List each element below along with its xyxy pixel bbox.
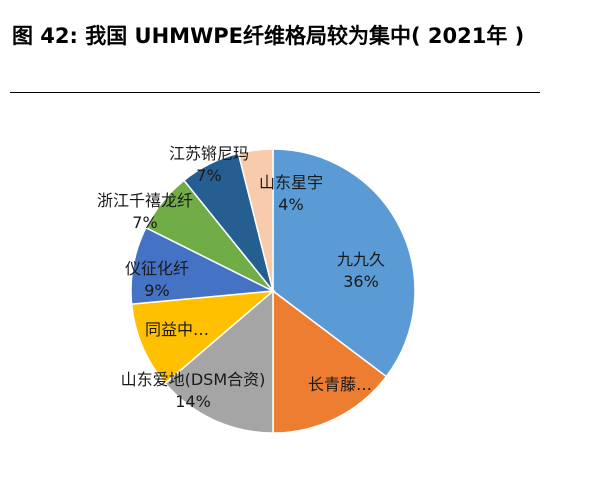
slice-name: 长青藤… bbox=[308, 375, 372, 394]
slice-label: 浙江千禧龙纤 7% bbox=[97, 191, 193, 232]
pie-slice bbox=[237, 148, 274, 292]
slice-percent: 7% bbox=[196, 166, 221, 185]
title-divider bbox=[10, 92, 540, 93]
pie-slices bbox=[130, 148, 416, 434]
slice-label: 山东爱地(DSM合资) 14% bbox=[121, 370, 266, 411]
slice-label: 山东星宇 4% bbox=[259, 173, 323, 214]
slice-label: 长青藤… bbox=[308, 375, 372, 394]
slice-name: 同益中… bbox=[145, 320, 209, 339]
slice-name: 山东星宇 bbox=[259, 173, 323, 192]
slice-label: 仪征化纤 9% bbox=[125, 259, 189, 300]
slice-name: 江苏锵尼玛 bbox=[169, 144, 249, 163]
pie-slice bbox=[272, 289, 388, 434]
pie-slice bbox=[272, 148, 416, 378]
pie-slice bbox=[164, 289, 274, 434]
slice-percent: 7% bbox=[132, 213, 157, 232]
slice-percent: 14% bbox=[175, 392, 211, 411]
slice-name: 山东爱地(DSM合资) bbox=[121, 370, 266, 389]
slice-label: 九九久 36% bbox=[337, 250, 385, 291]
chart-title: 图 42: 我国 UHMWPE纤维格局较为集中( 2021年 ) bbox=[12, 24, 525, 48]
pie-slice bbox=[130, 290, 276, 385]
slice-label: 江苏锵尼玛 7% bbox=[169, 144, 249, 185]
slice-name: 九九久 bbox=[337, 250, 385, 269]
slice-percent: 4% bbox=[278, 195, 303, 214]
slice-label: 同益中… bbox=[145, 320, 209, 339]
slice-percent: 36% bbox=[343, 272, 379, 291]
slice-name: 仪征化纤 bbox=[125, 259, 189, 278]
slice-percent: 9% bbox=[144, 281, 169, 300]
slice-name: 浙江千禧龙纤 bbox=[97, 191, 193, 210]
pie-labels: 九九久 36% 长青藤… 山东爱地(DSM合资) 14% 同益中… 仪征化纤 9% 浙江千禧龙纤… bbox=[97, 144, 385, 411]
